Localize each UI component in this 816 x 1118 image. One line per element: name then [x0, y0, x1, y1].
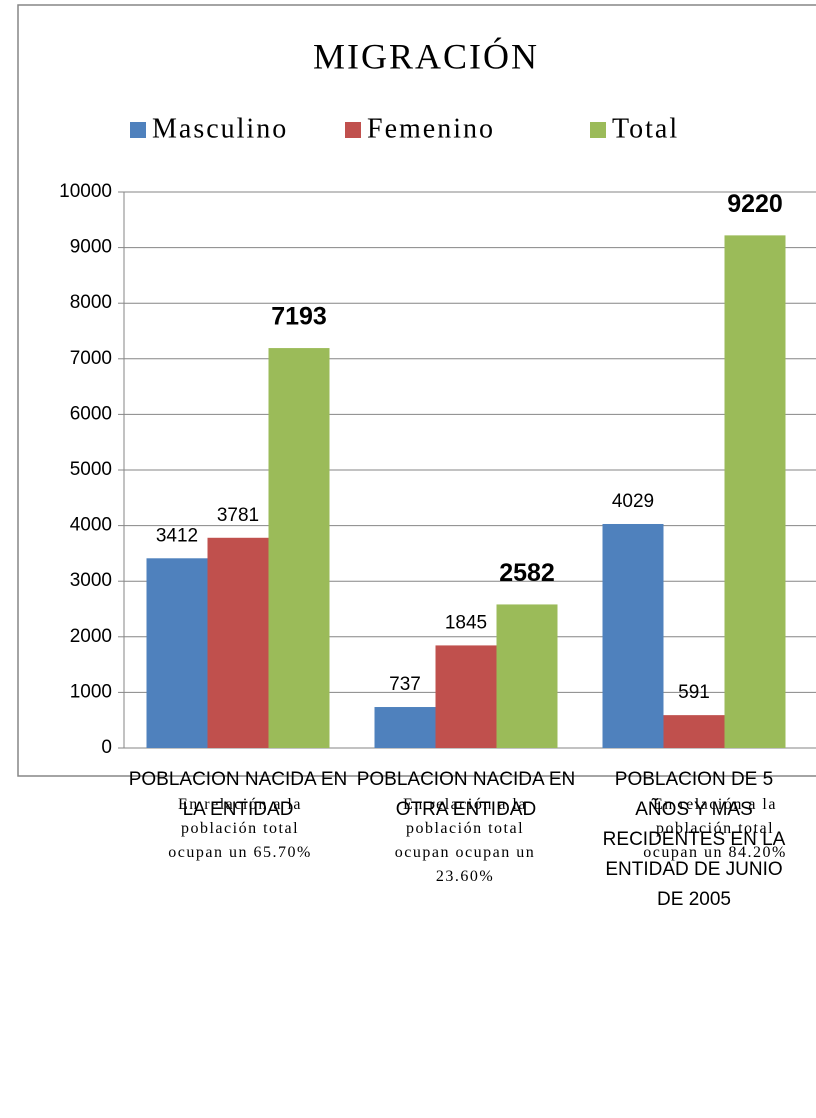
y-tick-label: 3000 [70, 570, 112, 591]
value-label: 4029 [612, 491, 654, 512]
value-label: 591 [678, 682, 710, 703]
bar [207, 537, 269, 748]
legend-swatch [345, 122, 361, 138]
legend-label: Masculino [152, 113, 288, 144]
x-tick-label: POBLACION NACIDA EN OTRA ENTIDAD [356, 769, 576, 820]
bar [602, 523, 664, 748]
value-label: 2582 [499, 559, 555, 587]
bar [663, 715, 725, 748]
y-tick-label: 9000 [70, 237, 112, 258]
bar [724, 235, 786, 749]
x-tick-label: POBLACION DE 5 AÑOS Y MAS RECIDENTES EN … [602, 769, 786, 910]
x-tick-label: POBLACION NACIDA EN LA ENTIDAD [128, 769, 348, 820]
bar [146, 558, 208, 748]
legend-label: Total [612, 113, 679, 144]
y-tick-label: 0 [101, 737, 112, 758]
note: En relación a la población total ocupan … [643, 796, 787, 861]
note: En relación a la población total ocupan … [394, 796, 536, 885]
bar [268, 348, 330, 748]
y-tick-label: 8000 [70, 292, 112, 313]
value-label: 1845 [445, 612, 487, 633]
value-label: 9220 [727, 190, 783, 218]
y-tick-label: 6000 [70, 403, 112, 424]
y-tick-label: 10000 [59, 181, 112, 202]
y-tick-label: 1000 [70, 681, 112, 702]
value-label: 737 [389, 674, 421, 695]
bar [374, 707, 436, 748]
bar [435, 645, 497, 748]
legend-swatch [130, 122, 146, 138]
y-tick-label: 4000 [70, 515, 112, 536]
value-label: 3412 [156, 525, 198, 546]
y-tick-label: 7000 [70, 348, 112, 369]
value-label: 3781 [217, 505, 259, 526]
legend-swatch [590, 122, 606, 138]
note: En relación a la población total ocupan … [168, 796, 312, 861]
y-tick-label: 5000 [70, 459, 112, 480]
chart-title: MIGRACIÓN [313, 36, 539, 76]
value-label: 7193 [271, 303, 327, 331]
legend-label: Femenino [367, 113, 495, 144]
y-tick-label: 2000 [70, 626, 112, 647]
bar [496, 604, 558, 748]
